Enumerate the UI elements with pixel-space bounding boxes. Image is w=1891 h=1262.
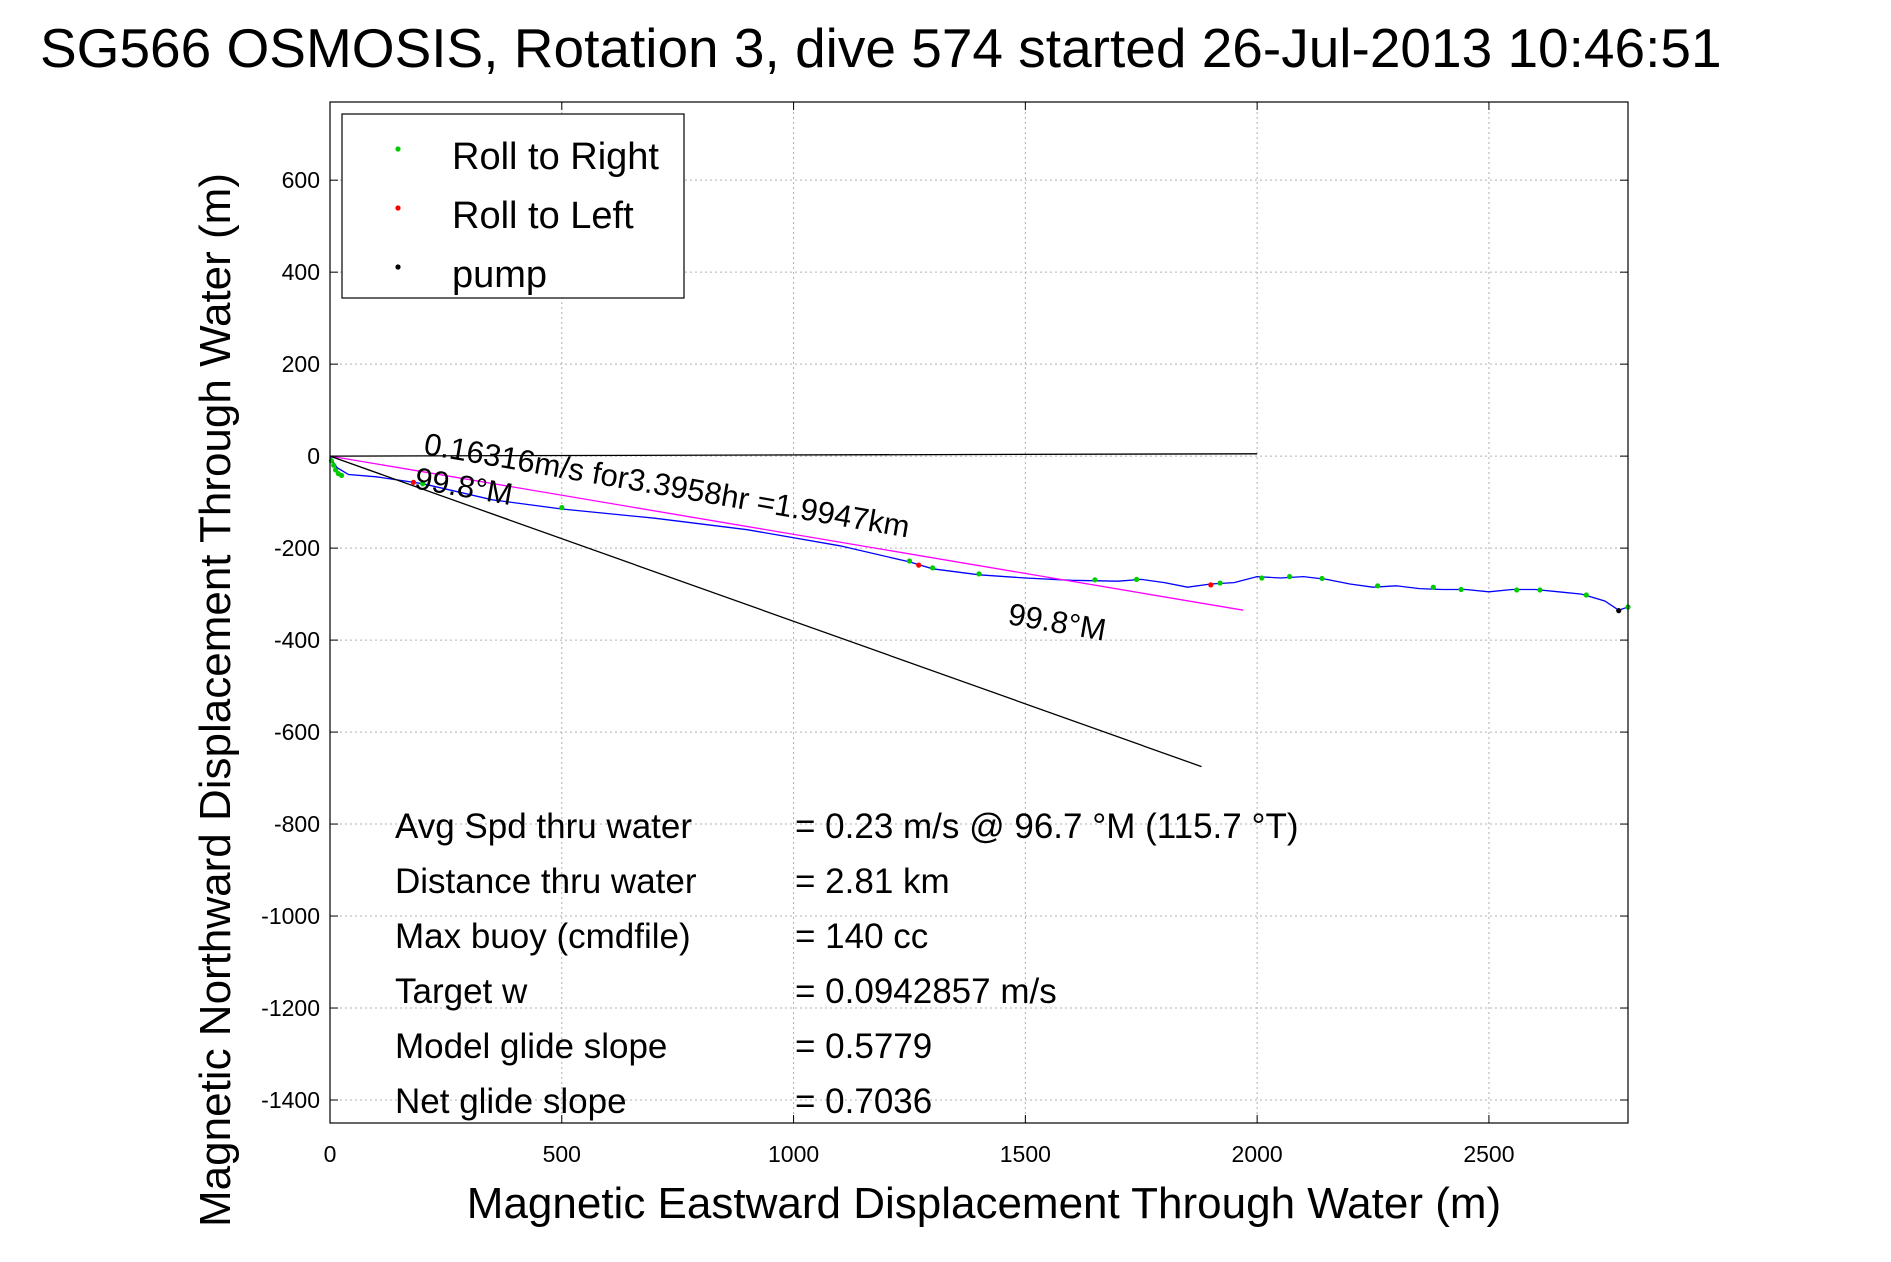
y-tick-label: -1400 [261,1087,320,1113]
series-line-3 [329,453,1258,457]
right-marker-point [331,462,337,468]
left-marker-point [916,562,922,568]
x-tick-label: 0 [324,1141,337,1167]
legend-entry-label: Roll to Right [452,136,659,178]
x-tick-label: 2000 [1232,1141,1283,1167]
right-marker-point [1430,584,1436,590]
x-tick-label: 1000 [768,1141,819,1167]
x-tick-label: 2500 [1463,1141,1514,1167]
right-marker-point [1537,587,1543,593]
x-tick-label: 500 [543,1141,581,1167]
stat-label: Avg Spd thru water [395,807,692,846]
stat-value: = 140 cc [795,917,928,956]
right-marker-point [1217,580,1223,586]
right-marker-point [332,467,339,473]
chart-title: SG566 OSMOSIS, Rotation 3, dive 574 star… [40,17,1722,79]
right-marker-point [1514,587,1520,593]
y-tick-label: -800 [274,811,320,837]
right-marker-point [1092,577,1098,583]
y-tick-label: -200 [274,535,320,561]
stat-value: = 0.23 m/s @ 96.7 °M (115.7 °T) [795,807,1298,846]
legend-marker [395,146,401,152]
legend-entry-label: Roll to Left [452,195,634,237]
left-marker-point [1208,582,1214,588]
stat-label: Target w [395,972,528,1011]
stat-label: Distance thru water [395,862,697,901]
y-tick-label: -1000 [261,903,320,929]
right-marker-point [1458,586,1464,593]
right-marker-point [559,505,565,511]
plot-frame [329,101,1629,1124]
right-marker-point [906,558,913,564]
y-tick-label: -600 [274,719,320,745]
stat-value: = 2.81 km [795,862,950,901]
series-line-0 [329,455,1629,611]
legend-marker [395,264,401,270]
pump-marker-point [1616,608,1622,614]
right-marker-point [420,481,426,487]
right-marker-point [930,565,936,571]
y-tick-label: 600 [282,167,320,193]
stat-value: = 0.0942857 m/s [795,972,1057,1011]
series-line-1 [329,455,1244,611]
legend: Roll to Right Roll to Left pump [341,113,685,299]
stat-value: = 0.7036 [795,1082,932,1121]
right-marker-point [1259,575,1265,581]
x-axis-label: Magnetic Eastward Displacement Through W… [467,1179,1501,1228]
stat-label: Max buoy (cmdfile) [395,917,691,956]
right-marker-point [1319,575,1325,582]
right-marker-point [1134,576,1140,582]
right-marker-point [1583,592,1589,598]
y-tick-label: 200 [282,351,320,377]
y-axis-label: Magnetic Northward Displacement Through … [191,173,240,1227]
y-tick-label: -1200 [261,995,320,1021]
stat-label: Net glide slope [395,1082,627,1121]
right-marker-point [1286,574,1293,580]
right-marker-point [976,571,982,577]
y-tick-label: 400 [282,259,320,285]
stat-label: Model glide slope [395,1027,667,1066]
series-line-2 [329,455,1202,768]
legend-marker [395,205,401,211]
legend-entry-label: pump [452,254,547,296]
x-tick-label: 1500 [1000,1141,1051,1167]
left-marker-point [410,479,417,485]
y-tick-label: -400 [274,627,320,653]
y-tick-label: 0 [307,443,320,469]
right-marker-point [1375,583,1381,589]
stat-value: = 0.5779 [795,1027,932,1066]
right-marker-point [338,472,345,479]
